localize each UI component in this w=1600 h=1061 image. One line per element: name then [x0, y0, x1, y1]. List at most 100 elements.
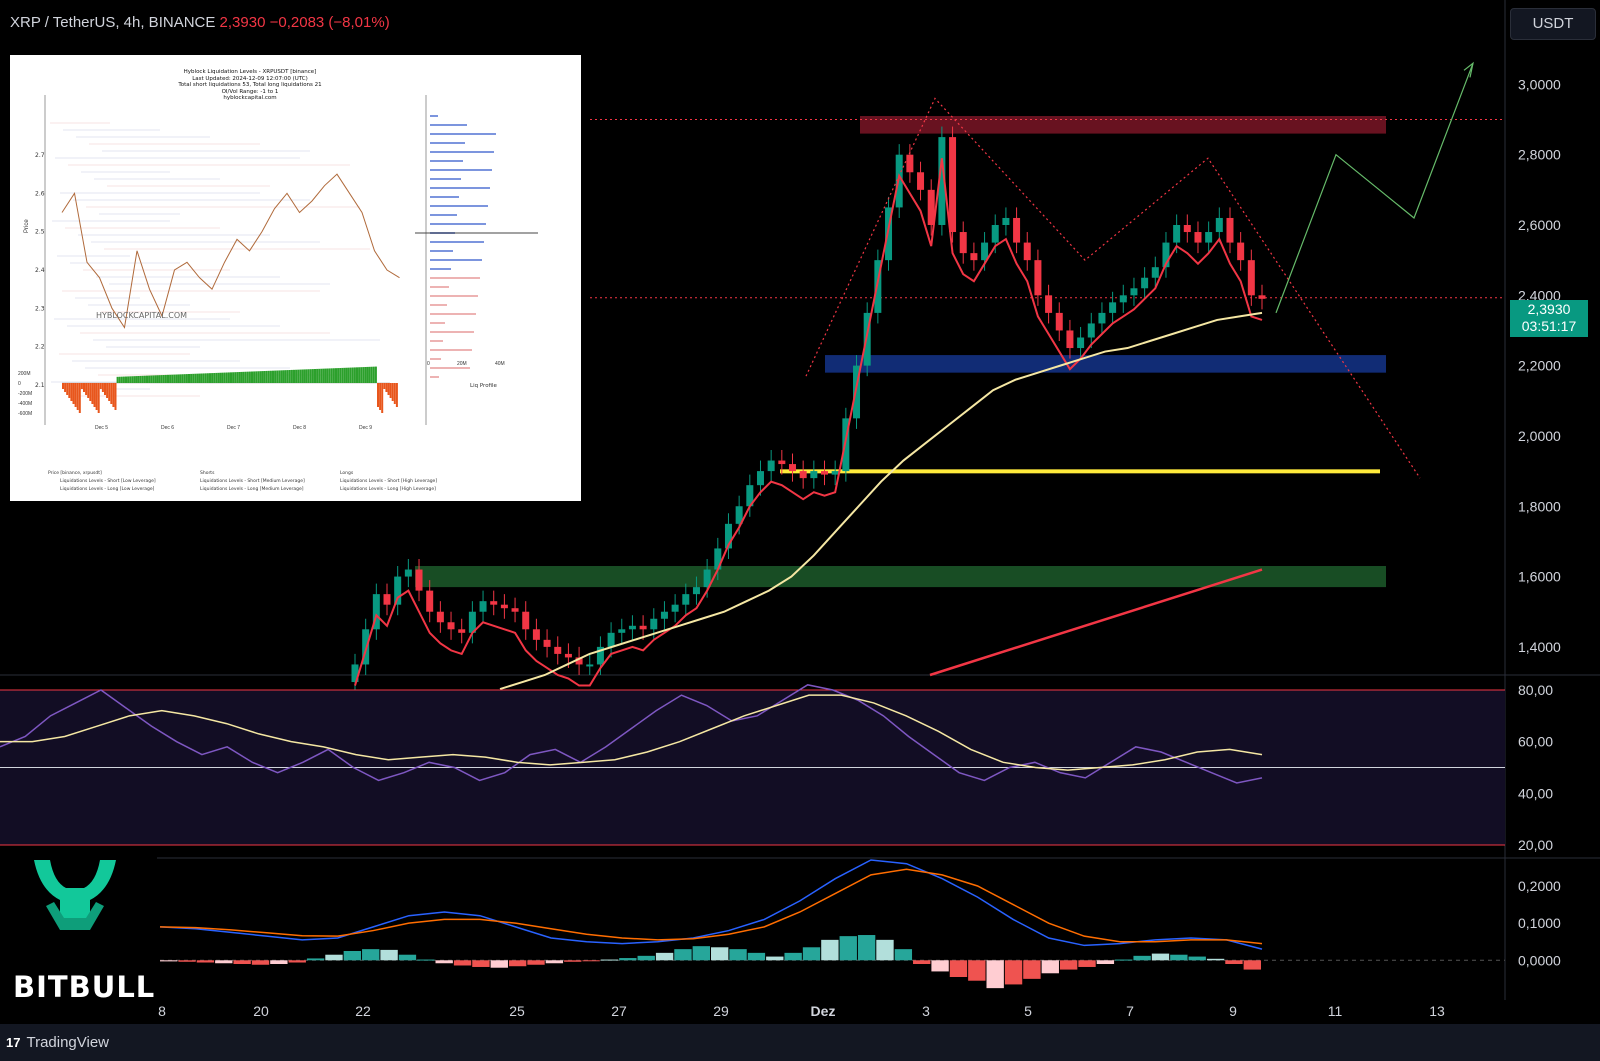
- rsi-ma-line: [0, 694, 1263, 771]
- pattern-projection: [805, 97, 1421, 479]
- candle-body: [1002, 217, 1010, 225]
- candle-body: [1130, 288, 1138, 296]
- inset-delta-bar: [188, 374, 190, 383]
- macd-histogram-bar: [1243, 960, 1261, 970]
- tradingview-icon: 17: [6, 1035, 21, 1050]
- macd-histogram-bar: [1133, 955, 1151, 961]
- candle-body: [799, 471, 807, 479]
- symbol-header: XRP / TetherUS, 4h, BINANCE 2,3930 −0,20…: [10, 14, 390, 31]
- inset-delta-bar: [276, 370, 279, 383]
- inset-profile-bar: [430, 259, 482, 261]
- inset-delta-bar: [177, 374, 180, 383]
- inset-delta-bar: [391, 383, 394, 401]
- inset-delta-bar: [385, 383, 388, 392]
- inset-delta-bar: [368, 366, 371, 383]
- candle-body: [458, 629, 466, 633]
- inset-profile-bar: [430, 178, 461, 180]
- inset-delta-bar: [179, 374, 182, 383]
- inset-delta-bar: [196, 373, 199, 383]
- candle-body: [650, 618, 658, 630]
- inset-delta-bar: [372, 366, 375, 383]
- tradingview-brand[interactable]: 17 TradingView: [6, 1034, 109, 1051]
- candle-body: [991, 225, 999, 243]
- inset-delta-bar: [85, 383, 88, 395]
- inset-delta-bar: [104, 383, 106, 395]
- last-price: 2,3930: [219, 14, 266, 31]
- zone-resistance: [860, 116, 1386, 134]
- inset-x-tick: Dec 7: [227, 425, 240, 431]
- inset-profile-bar: [430, 160, 463, 162]
- inset-delta-bar: [257, 371, 260, 383]
- macd-histogram-bar: [380, 949, 398, 961]
- candle-body: [703, 569, 711, 588]
- inset-title: Hyblock Liquidation Levels - XRPUSDT [bi…: [183, 69, 317, 75]
- inset-watermark: HYBLOCKCAPITAL.COM: [96, 311, 188, 320]
- macd-histogram-bar: [362, 949, 380, 961]
- inset-delta-bar: [156, 375, 159, 383]
- price-tick-label: 2,8000: [1518, 147, 1561, 163]
- macd-histogram-bar: [1023, 960, 1041, 979]
- candle-body: [1045, 295, 1053, 313]
- footer-bar: [0, 1024, 1600, 1061]
- inset-range: OI/Vol Range: -1 to 1: [221, 88, 279, 95]
- inset-profile-bar: [430, 169, 492, 171]
- macd-histogram-bar: [233, 960, 251, 964]
- inset-profile-tick: 40M: [495, 361, 505, 367]
- macd-histogram-bar: [490, 960, 508, 968]
- macd-histogram-bar: [619, 958, 637, 961]
- inset-delta-bar: [370, 366, 373, 383]
- inset-delta-bar: [318, 368, 321, 383]
- inset-delta-bar: [335, 368, 337, 383]
- inset-price-line: [61, 173, 400, 329]
- inset-delta-bar: [322, 368, 325, 383]
- inset-delta-bar: [251, 371, 253, 383]
- inset-delta-bar: [248, 371, 251, 383]
- inset-delta-bar: [118, 376, 121, 383]
- macd-pane: [159, 859, 1505, 989]
- inset-delta-bar: [190, 373, 193, 383]
- macd-histogram-bar: [894, 949, 913, 961]
- inset-delta-bar: [99, 383, 102, 389]
- rsi-tick-label: 80,00: [1518, 682, 1553, 698]
- inset-delta-bar: [381, 383, 384, 413]
- macd-histogram-bar: [931, 960, 949, 972]
- inset-delta-bar: [133, 376, 136, 383]
- time-tick-label: Dez: [811, 1003, 836, 1019]
- time-axis[interactable]: 8 20 22 25 27 29 Dez 3 5 7 9 11 13: [0, 1000, 1505, 1024]
- macd-histogram-bar: [343, 951, 362, 961]
- macd-histogram-bar: [1096, 960, 1115, 964]
- candle-body: [1119, 295, 1127, 303]
- candle-body: [788, 464, 796, 472]
- inset-ylabel: Price: [24, 219, 30, 233]
- inset-delta-bar: [337, 368, 340, 383]
- inset-delta-bar: [339, 368, 342, 383]
- inset-delta-bar: [150, 375, 153, 383]
- candle-body: [564, 653, 572, 658]
- inset-delta-bar: [242, 371, 245, 383]
- price-axis[interactable]: 3,20003,00002,80002,60002,40002,20002,00…: [1518, 6, 1561, 968]
- candle-body: [1098, 312, 1106, 324]
- candle-body: [1034, 260, 1042, 296]
- trailing-stop-line: [354, 158, 1263, 687]
- inset-delta-bar: [95, 383, 98, 410]
- candle-body: [831, 471, 839, 475]
- inset-delta-bar: [263, 371, 266, 383]
- macd-histogram-bar: [674, 949, 692, 961]
- inset-profile-label: Liq Profile: [470, 383, 497, 389]
- macd-histogram-bar: [508, 960, 527, 967]
- candle-body: [735, 506, 743, 524]
- inset-delta-bar: [194, 373, 197, 383]
- inset-delta-bar: [72, 383, 75, 404]
- macd-histogram-bar: [251, 960, 270, 965]
- macd-histogram-bar: [655, 952, 674, 961]
- time-tick-label: 13: [1429, 1003, 1445, 1019]
- price-tick-label: 3,0000: [1518, 76, 1561, 92]
- inset-profile-bar: [430, 124, 467, 126]
- inset-delta-bar: [213, 373, 216, 383]
- candle-body: [618, 629, 626, 633]
- bitbull-logo-text: BITBULL: [13, 970, 156, 1004]
- currency-button[interactable]: USDT: [1510, 8, 1596, 40]
- macd-histogram-bar: [1078, 960, 1096, 967]
- inset-delta-bar: [80, 383, 83, 389]
- macd-histogram-bar: [453, 960, 472, 966]
